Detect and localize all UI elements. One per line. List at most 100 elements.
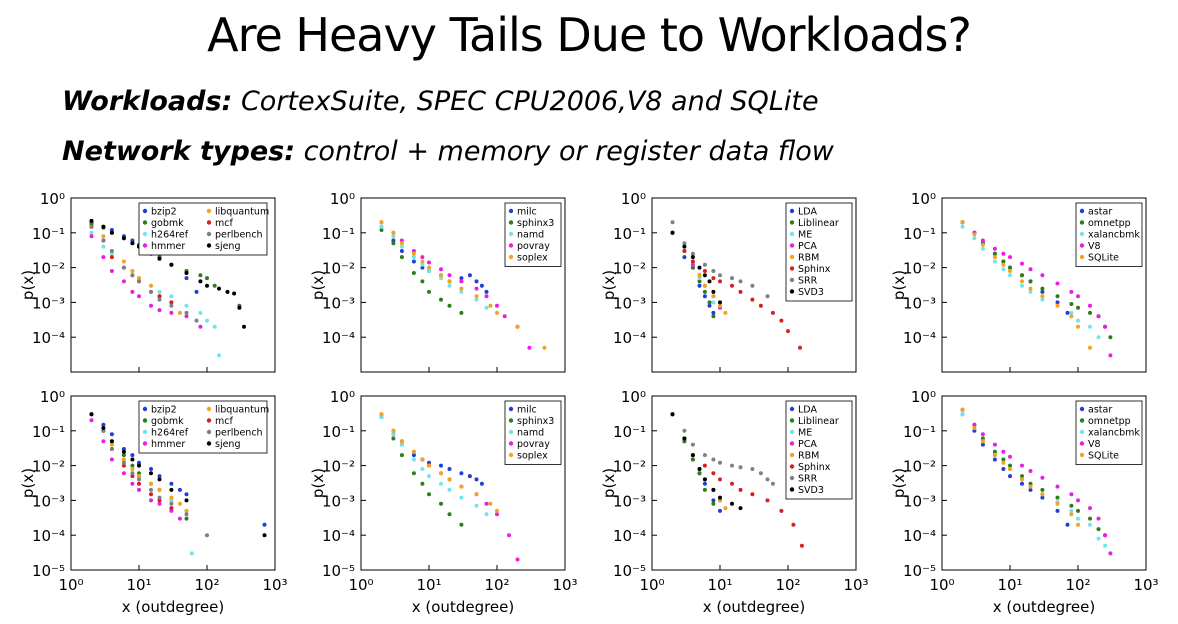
y-tick-label: 10⁻³ — [903, 294, 936, 312]
data-point — [1020, 279, 1024, 284]
data-point — [702, 487, 707, 492]
y-tick-label: 10⁰ — [621, 388, 646, 406]
data-point — [750, 283, 755, 288]
data-point — [702, 289, 707, 294]
data-point — [137, 294, 141, 299]
data-point — [702, 477, 707, 482]
x-tick-label: 10³ — [843, 576, 868, 594]
data-point — [1069, 503, 1074, 508]
data-point — [972, 428, 977, 433]
data-point — [670, 412, 675, 417]
data-point — [758, 303, 763, 308]
data-point — [391, 432, 396, 437]
y-tick-label: 10⁰ — [40, 388, 65, 406]
x-tick-label: 10² — [775, 576, 800, 594]
data-point — [1020, 273, 1024, 278]
legend-label: sphinx3 — [517, 416, 554, 427]
data-point — [1088, 516, 1092, 521]
data-point — [198, 324, 203, 329]
legend-marker — [142, 406, 148, 412]
data-point — [992, 259, 997, 264]
data-point — [1088, 310, 1092, 315]
data-point — [101, 238, 106, 243]
data-point — [439, 471, 443, 476]
legend-marker — [206, 406, 212, 412]
slide-title: Are Heavy Tails Due to Workloads? — [207, 8, 972, 62]
data-point — [439, 297, 443, 302]
data-point — [420, 262, 425, 267]
data-point — [101, 224, 106, 229]
data-point — [682, 241, 687, 246]
legend-label: h264ref — [151, 428, 189, 439]
y-tick-label: 10⁻² — [903, 458, 936, 476]
data-point — [992, 255, 997, 260]
data-point — [184, 314, 189, 319]
data-point — [121, 471, 126, 476]
data-point — [157, 297, 162, 302]
data-point — [137, 481, 141, 486]
legend-box — [504, 400, 562, 465]
series-bzip2 — [89, 412, 267, 527]
data-point — [121, 236, 126, 241]
data-point — [459, 276, 464, 281]
data-point — [237, 305, 242, 310]
data-point — [130, 474, 135, 479]
data-point — [690, 259, 695, 264]
legend-marker — [789, 429, 795, 435]
data-point — [184, 310, 189, 315]
data-point — [1096, 335, 1101, 340]
data-point — [137, 279, 141, 284]
legend-marker — [789, 289, 795, 294]
data-point — [121, 449, 126, 454]
data-point — [1088, 506, 1092, 511]
y-tick-label: 10⁰ — [621, 190, 646, 208]
data-point — [488, 501, 493, 506]
data-point — [1076, 508, 1080, 513]
y-tick-label: 10⁻¹ — [903, 423, 936, 441]
series-sqlite — [960, 220, 1092, 350]
data-point — [121, 265, 126, 270]
data-point — [420, 255, 425, 260]
legend-box — [1075, 202, 1143, 267]
y-tick-label: 10⁻³ — [613, 492, 646, 510]
data-point — [379, 224, 384, 229]
legend-marker — [206, 208, 212, 214]
series-astar — [960, 412, 1070, 527]
data-point — [1040, 475, 1045, 480]
data-point — [1065, 522, 1070, 527]
data-point — [109, 228, 114, 232]
x-tick-label: 10¹ — [126, 576, 151, 594]
data-point — [1001, 262, 1006, 267]
legend-label: namd — [517, 428, 544, 439]
data-point — [427, 260, 431, 265]
data-point — [411, 449, 416, 454]
data-point — [697, 279, 702, 284]
data-point — [765, 498, 770, 503]
data-point — [730, 276, 734, 281]
data-point — [711, 294, 716, 299]
data-point — [439, 501, 443, 506]
data-point — [157, 294, 162, 299]
y-tick-label: 10⁻¹ — [903, 225, 936, 243]
data-point — [184, 271, 189, 275]
data-point — [89, 230, 94, 235]
data-point — [121, 259, 126, 264]
legend-marker — [142, 441, 148, 446]
y-tick-label: 10⁰ — [911, 190, 936, 208]
data-point — [750, 297, 755, 302]
data-point — [411, 259, 416, 264]
data-point — [730, 463, 734, 468]
y-tick-label: 10⁻² — [32, 458, 65, 476]
x-tick-label: 10⁰ — [58, 576, 83, 594]
data-point — [799, 543, 804, 548]
data-point — [718, 460, 722, 465]
data-point — [109, 439, 114, 444]
legend-label: omnetpp — [1088, 218, 1131, 229]
data-point — [484, 289, 489, 294]
data-point — [474, 279, 479, 284]
